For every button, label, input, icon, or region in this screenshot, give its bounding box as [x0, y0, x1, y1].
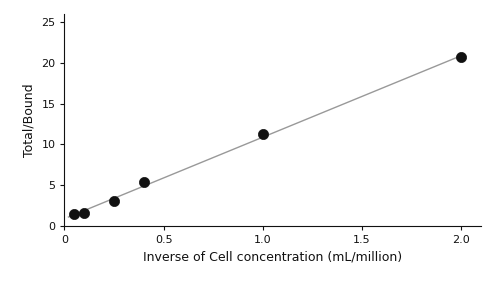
Point: [457, 55, 465, 60]
Point: [259, 132, 267, 137]
X-axis label: Inverse of Cell concentration (mL/million): Inverse of Cell concentration (mL/millio…: [143, 250, 402, 263]
Y-axis label: Total/Bound: Total/Bound: [23, 83, 36, 157]
Point: [70, 212, 78, 217]
Point: [80, 210, 88, 215]
Point: [110, 199, 118, 203]
Point: [140, 180, 148, 185]
